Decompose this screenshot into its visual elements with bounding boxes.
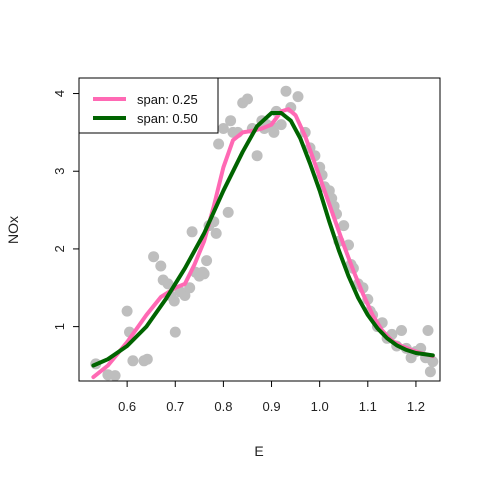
data-point: [251, 150, 263, 162]
data-point: [422, 325, 434, 336]
y-tick-label: 4: [52, 90, 67, 97]
data-point: [396, 325, 407, 336]
x-axis: 0.6 0.7 0.8 0.9 1.0 1.1 1.2: [118, 381, 425, 414]
y-axis-title: NOx: [5, 216, 21, 244]
data-point: [198, 268, 210, 280]
series-line-1: [91, 111, 435, 368]
data-point: [280, 85, 292, 97]
data-point: [162, 278, 174, 290]
data-point: [338, 220, 350, 232]
data-point: [292, 91, 304, 103]
legend: span: 0.25 span: 0.50: [78, 77, 219, 134]
plot-frame: [78, 77, 441, 382]
data-point: [427, 356, 439, 368]
data-point: [169, 326, 181, 338]
data-point: [184, 282, 196, 294]
data-point: [242, 93, 253, 105]
legend-box: [78, 77, 219, 134]
data-point: [148, 251, 160, 263]
x-tick-label: 0.6: [118, 399, 136, 414]
data-point: [127, 355, 139, 367]
data-point: [141, 353, 153, 365]
x-tick-label: 1.1: [359, 399, 377, 414]
data-point: [210, 227, 222, 239]
data-point: [109, 370, 121, 382]
y-tick-label: 3: [52, 168, 67, 175]
legend-label-span-025: span: 0.25: [137, 92, 198, 107]
data-point: [201, 255, 213, 267]
data-point: [268, 126, 280, 138]
x-axis-title: E: [254, 443, 263, 459]
x-tick-label: 1.0: [311, 399, 329, 414]
data-point: [225, 115, 237, 127]
x-tick-label: 0.8: [214, 399, 232, 414]
y-tick-label: 1: [52, 323, 67, 330]
data-point: [424, 366, 436, 378]
legend-label-span-050: span: 0.50: [137, 111, 198, 126]
x-tick-label: 1.2: [407, 399, 425, 414]
x-tick-label: 0.7: [166, 399, 184, 414]
data-point: [186, 226, 198, 238]
data-point: [275, 119, 287, 131]
data-point: [217, 123, 229, 134]
data-point: [168, 295, 180, 307]
data-point: [121, 305, 133, 317]
y-axis: 1 2 3 4: [52, 90, 79, 330]
x-tick-label: 0.9: [262, 399, 280, 414]
data-point: [222, 206, 234, 218]
data-point: [213, 138, 225, 150]
data-point: [155, 260, 167, 272]
y-tick-label: 2: [52, 245, 67, 252]
smoother-lines: [91, 107, 435, 380]
